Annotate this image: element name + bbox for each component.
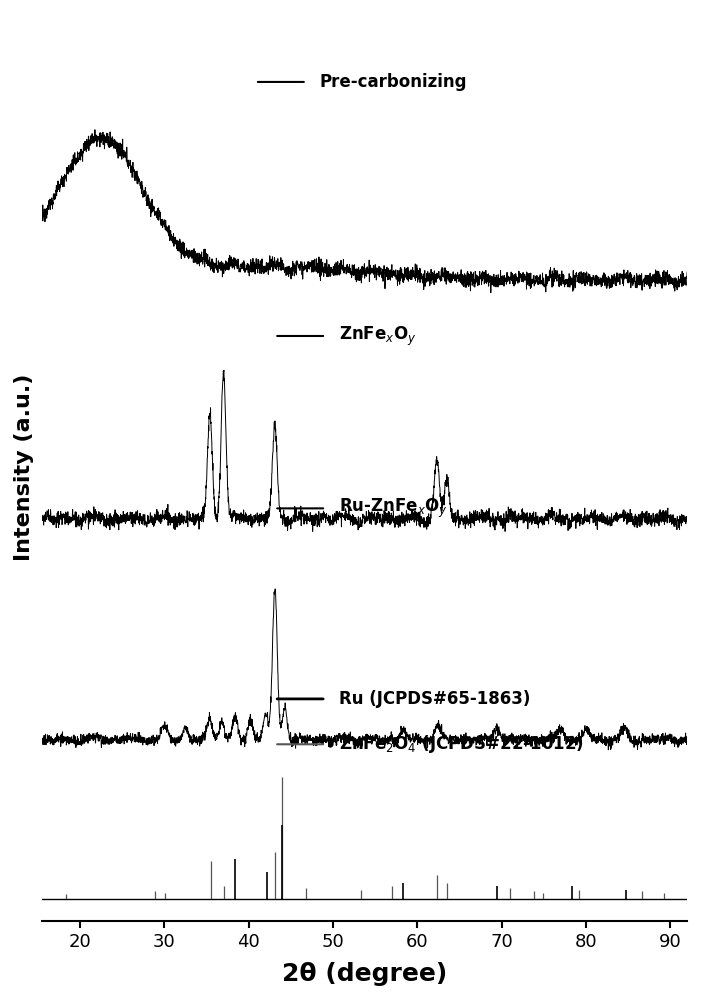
Text: ZnFe$_x$O$_y$: ZnFe$_x$O$_y$ (339, 324, 416, 348)
Text: Ru-ZnFe$_x$O$_y$: Ru-ZnFe$_x$O$_y$ (339, 497, 448, 520)
Text: Pre-carbonizing: Pre-carbonizing (320, 73, 467, 91)
Y-axis label: Intensity (a.u.): Intensity (a.u.) (14, 374, 34, 561)
X-axis label: 2θ (degree): 2θ (degree) (282, 962, 447, 986)
Text: Ru (JCPDS#65-1863): Ru (JCPDS#65-1863) (339, 690, 530, 708)
Text: ZnFe$_2$O$_4$ (JCPDS#22-1012): ZnFe$_2$O$_4$ (JCPDS#22-1012) (339, 733, 584, 755)
